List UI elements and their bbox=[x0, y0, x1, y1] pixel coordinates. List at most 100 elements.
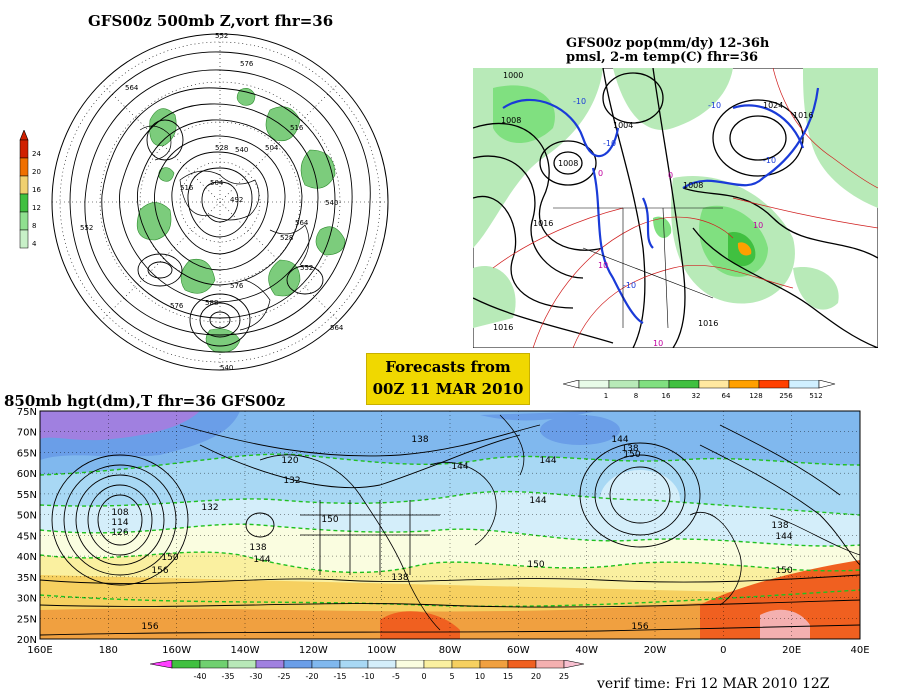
precip-cbar-tick: 16 bbox=[662, 392, 671, 400]
lon-tick-label: 160E bbox=[27, 645, 52, 656]
isobar-label: 1024 bbox=[763, 101, 783, 110]
precip-cbar-tick: 1 bbox=[604, 392, 608, 400]
vort-contour-label: 540 bbox=[235, 146, 248, 154]
height-contour-label: 156 bbox=[151, 566, 168, 576]
vort-cbar-swatch bbox=[19, 193, 29, 213]
precip-cbar-tick: 8 bbox=[634, 392, 638, 400]
vort500-colorbar: 24 20 16 12 8 4 bbox=[16, 129, 56, 269]
vort-contour-label: 564 bbox=[125, 84, 139, 92]
vort-cbar-arrow-top bbox=[19, 129, 29, 141]
h850-cbar-swatch bbox=[451, 660, 481, 669]
isobar-label: 1000 bbox=[503, 71, 523, 80]
vort-cbar-tick: 8 bbox=[32, 222, 36, 230]
lon-tick-label: 20E bbox=[782, 645, 801, 656]
precip-cbar-tick: 64 bbox=[722, 392, 731, 400]
precip-cbar-swatch bbox=[728, 380, 760, 389]
height-contour-label: 138 bbox=[249, 543, 266, 553]
forecast-issue-line2: 00Z 11 MAR 2010 bbox=[372, 380, 524, 398]
h850-cbar-tick: 10 bbox=[475, 672, 485, 681]
vort-cbar-tick: 4 bbox=[32, 240, 37, 248]
verif-time: verif time: Fri 12 MAR 2010 12Z bbox=[597, 676, 830, 692]
forecast-issue-box: Forecasts from 00Z 11 MAR 2010 bbox=[366, 353, 530, 405]
h850-colorbar: -40 -35 -30 -25 -20 -15 -10 -5 0 5 10 15 20 25 bbox=[150, 660, 585, 681]
lat-tick-label: 25N bbox=[17, 614, 37, 625]
lon-tick-label: 120W bbox=[299, 645, 328, 656]
height-contour-label: 150 bbox=[527, 560, 544, 570]
precip-cbar-arrow-left bbox=[563, 380, 580, 389]
precip-cbar-tick: 32 bbox=[692, 392, 701, 400]
height-contour-label: 114 bbox=[111, 518, 128, 528]
h850-cbar-tick: 5 bbox=[449, 672, 454, 681]
lon-tick-label: 20W bbox=[644, 645, 667, 656]
h850-cbar-tick: -30 bbox=[249, 672, 262, 681]
precip-title-line1: GFS00z pop(mm/dy) 12-36h bbox=[566, 36, 770, 51]
vort-contour-label: 504 bbox=[265, 144, 279, 152]
precip-cbar-swatch bbox=[788, 380, 820, 389]
lon-tick-label: 140W bbox=[231, 645, 260, 656]
vort-contour-label: 576 bbox=[230, 282, 244, 290]
height-contour-label: 156 bbox=[631, 622, 648, 632]
temp-label: 10 bbox=[598, 261, 608, 270]
h850-cbar-swatch bbox=[255, 660, 285, 669]
precip-cbar-swatch bbox=[698, 380, 730, 389]
h850-cbar-tick: 15 bbox=[503, 672, 513, 681]
vort-contour-label: 504 bbox=[210, 179, 224, 187]
vort-cbar-swatch bbox=[19, 229, 29, 249]
h850-cbar-swatch bbox=[199, 660, 229, 669]
height-contour-label: 144 bbox=[775, 532, 792, 542]
precip-cbar-swatch bbox=[578, 380, 610, 389]
vort-contour-label: 576 bbox=[170, 302, 184, 310]
isobar-label: 1016 bbox=[533, 219, 553, 228]
h850-cbar-tick: 25 bbox=[559, 672, 569, 681]
isobar-label: 1004 bbox=[613, 121, 633, 130]
lon-tick-label: 100W bbox=[367, 645, 396, 656]
vort-cbar-swatch bbox=[19, 139, 29, 159]
vort-cbar-tick: 24 bbox=[32, 150, 41, 158]
forecast-issue-line1: Forecasts from bbox=[385, 358, 511, 376]
temp-label: -10 bbox=[763, 156, 776, 165]
precip-title-line2: pmsl, 2-m temp(C) fhr=36 bbox=[566, 50, 759, 65]
vort-contour-label: 564 bbox=[330, 324, 344, 332]
temp-label: -10 bbox=[708, 101, 721, 110]
lat-tick-label: 65N bbox=[17, 448, 37, 459]
h850-cbar-swatch bbox=[339, 660, 369, 669]
lat-tick-label: 20N bbox=[17, 635, 37, 646]
isobar-label: 1016 bbox=[698, 319, 718, 328]
lat-tick-label: 55N bbox=[17, 490, 37, 501]
height-contour-label: 138 bbox=[621, 444, 638, 454]
h850-cbar-tick: -40 bbox=[193, 672, 206, 681]
precip-cbar-tick: 256 bbox=[779, 392, 793, 400]
h850-cbar-swatch bbox=[507, 660, 537, 669]
vort500-map: 552 564 576 528 540 516 504 492 504 516 528 540 552 5… bbox=[51, 32, 389, 372]
vort-contour-label: 516 bbox=[180, 184, 194, 192]
height-contour-label: 132 bbox=[283, 476, 300, 486]
h850-cbar-swatch bbox=[227, 660, 257, 669]
h850-cbar-swatch bbox=[423, 660, 453, 669]
temp-label: 10 bbox=[753, 221, 763, 230]
lat-tick-label: 45N bbox=[17, 531, 37, 542]
height-contour-label: 156 bbox=[141, 622, 158, 632]
isobar-label: 1008 bbox=[501, 116, 521, 125]
precip-cbar-tick: 512 bbox=[809, 392, 822, 400]
temp-label: 10 bbox=[653, 339, 663, 348]
lon-tick-label: 160W bbox=[162, 645, 191, 656]
lat-tick-label: 30N bbox=[17, 594, 37, 605]
height-contour-label: 132 bbox=[201, 503, 218, 513]
h850-cbar-swatch bbox=[395, 660, 425, 669]
vort-contour-label: 552 bbox=[215, 32, 228, 40]
lat-tick-label: 40N bbox=[17, 552, 37, 563]
precip-cbar-swatch bbox=[638, 380, 670, 389]
h850-cbar-arrow-left bbox=[150, 660, 173, 669]
height-contour-label: 138 bbox=[411, 435, 428, 445]
height-contour-label: 150 bbox=[623, 450, 640, 460]
vort-cbar-tick: 16 bbox=[32, 186, 41, 194]
h850-cbar-tick: -35 bbox=[221, 672, 234, 681]
h850-cbar-tick: -20 bbox=[305, 672, 318, 681]
lon-tick-label: 0 bbox=[720, 645, 726, 656]
h850-cbar-tick: -10 bbox=[361, 672, 374, 681]
vort500-title: GFS00z 500mb Z,vort fhr=36 bbox=[88, 12, 334, 30]
h850-cbar-swatch bbox=[535, 660, 565, 669]
precip-cbar-swatch bbox=[758, 380, 790, 389]
vort-cbar-swatch bbox=[19, 175, 29, 195]
